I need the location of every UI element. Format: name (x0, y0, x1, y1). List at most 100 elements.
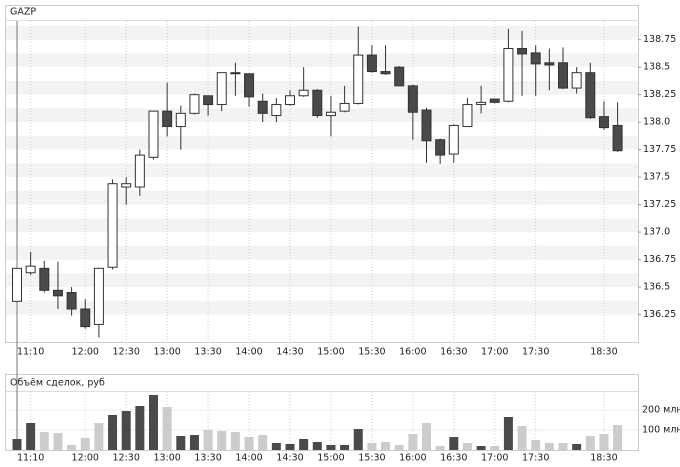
volume-tick-label: 200 млн (642, 405, 680, 416)
x-tick-label: 13:00 (153, 453, 180, 464)
x-tick-label: 17:30 (522, 453, 549, 464)
volume-bar (135, 406, 145, 450)
x-tick-label: 14:00 (235, 453, 262, 464)
volume-bar (230, 432, 240, 450)
y-tick-label: 137.5 (643, 172, 670, 183)
candle-body (339, 102, 350, 112)
candle-body (52, 289, 63, 297)
x-tick-label: 14:30 (276, 453, 303, 464)
volume-bar (258, 435, 268, 450)
candle-body (462, 104, 473, 128)
x-tick-label: 14:30 (276, 347, 303, 358)
volume-bar (312, 442, 322, 450)
volume-bar (558, 443, 568, 450)
x-tick-label: 16:00 (399, 347, 426, 358)
x-tick-label: 16:30 (440, 453, 467, 464)
chart-title: GAZP (10, 7, 36, 18)
volume-bar (572, 444, 582, 450)
candle-body (12, 267, 22, 302)
candle-body (271, 104, 282, 117)
volume-bar (67, 445, 77, 450)
volume-bar (80, 438, 90, 450)
candle-body (66, 292, 77, 310)
y-tick-label: 137.75 (643, 144, 676, 155)
x-tick-label: 18:30 (590, 453, 617, 464)
candle-body (435, 139, 446, 156)
y-tick-label: 136.25 (643, 309, 676, 320)
candle-body (107, 183, 118, 268)
volume-bar (476, 446, 486, 450)
candle-body (394, 66, 405, 87)
candle-body (544, 62, 555, 66)
volume-bar (490, 446, 500, 450)
candle-body (325, 111, 336, 117)
volume-bar (613, 425, 623, 450)
candle-body (162, 110, 173, 128)
grid-band (6, 135, 638, 150)
volume-bar (39, 432, 49, 450)
candle-body (257, 100, 268, 114)
y-tick-label: 136.5 (643, 282, 670, 293)
candle-body (175, 112, 186, 128)
candle-body (476, 101, 487, 106)
grid-band (6, 80, 638, 95)
candle-body (285, 95, 295, 106)
volume-bar (585, 436, 595, 450)
candle-body (448, 124, 459, 155)
candle-body (216, 72, 227, 106)
x-tick-label: 13:30 (194, 453, 221, 464)
volume-bar (599, 434, 609, 450)
volume-bar (94, 423, 104, 450)
candle-body (25, 265, 36, 274)
volume-bar (244, 437, 254, 450)
volume-bar (408, 434, 418, 450)
x-tick-label: 17:00 (481, 453, 508, 464)
volume-bar (353, 429, 363, 450)
candle-body (134, 154, 145, 188)
grid-band (6, 53, 638, 68)
x-tick-label: 12:30 (113, 347, 140, 358)
volume-bar (462, 443, 472, 450)
x-tick-label: 13:30 (194, 347, 221, 358)
candle-body (421, 109, 432, 142)
candle-body (298, 89, 309, 97)
candle-body (366, 54, 377, 73)
volume-bar (271, 443, 281, 450)
grid-band (6, 190, 638, 205)
candle-body (121, 183, 132, 188)
volume-bar (435, 446, 445, 450)
x-tick-label: 13:00 (153, 347, 180, 358)
x-tick-label: 15:00 (317, 453, 344, 464)
volume-bar (299, 439, 309, 450)
x-tick-label: 12:00 (72, 347, 99, 358)
x-tick-label: 18:30 (590, 347, 617, 358)
grid-band (6, 218, 638, 233)
x-tick-label: 15:00 (317, 347, 344, 358)
y-tick-label: 137.0 (643, 227, 670, 238)
volume-bar (503, 417, 513, 450)
volume-bar (149, 395, 158, 450)
grid-band (6, 163, 638, 178)
y-tick-label: 137.25 (643, 199, 676, 210)
candle-body (244, 73, 255, 98)
volume-title: Объём сделок, руб (10, 378, 105, 389)
volume-bar (449, 437, 459, 450)
candle-body (598, 116, 609, 129)
grid-band (6, 25, 638, 40)
x-tick-label: 11:10 (17, 347, 44, 358)
x-tick-label: 17:00 (481, 347, 508, 358)
grid-band (6, 245, 638, 260)
grid-band (6, 273, 638, 288)
candle-body (530, 52, 541, 65)
volume-bar (340, 445, 350, 450)
candle-body (558, 62, 568, 89)
volume-bar (326, 445, 336, 450)
y-tick-label: 138.75 (643, 34, 676, 45)
volume-bar (121, 411, 131, 450)
x-tick-label: 12:00 (72, 453, 99, 464)
candle-body (571, 72, 582, 89)
candle-body (93, 267, 104, 325)
volume-bar (162, 407, 172, 450)
volume-tick-label: 100 млн (642, 425, 680, 436)
